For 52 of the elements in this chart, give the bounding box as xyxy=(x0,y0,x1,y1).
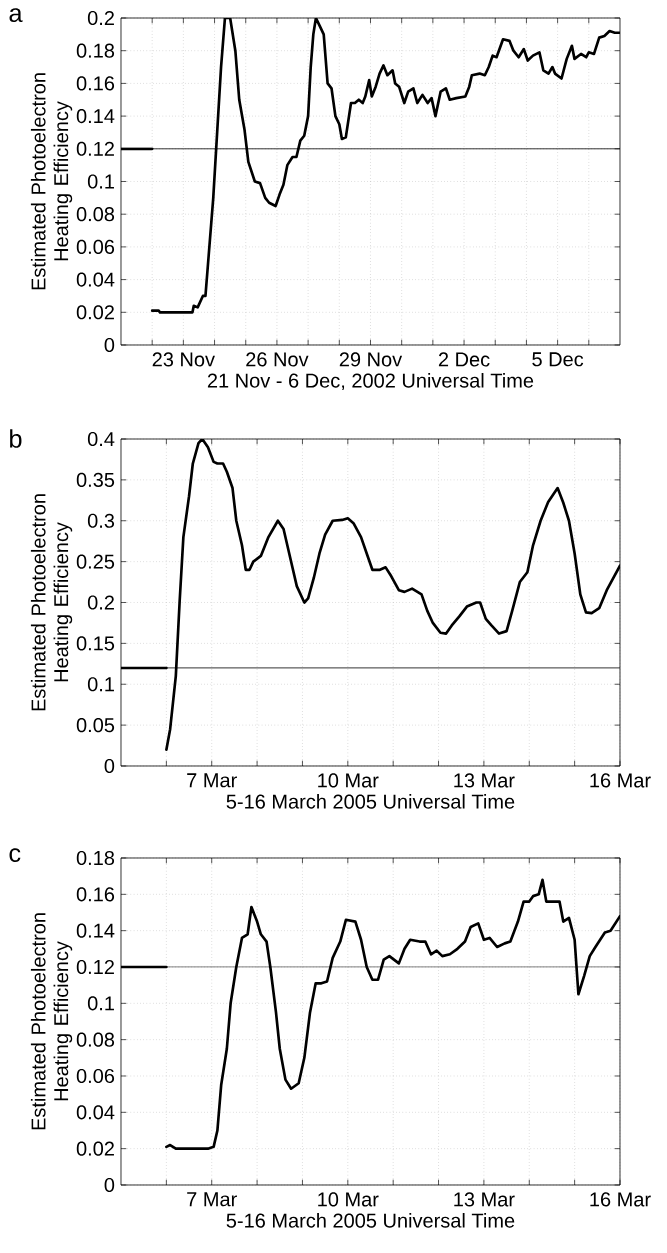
y-axis-title: Estimated Photoelectron Heating Efficiency xyxy=(30,73,73,290)
y-tick-label: 0.16 xyxy=(76,76,115,91)
x-axis-title: 5-16 March 2005 Universal Time xyxy=(226,794,515,809)
x-tick-label: 10 Mar xyxy=(318,1192,379,1207)
x-tick-label: 16 Mar xyxy=(590,773,651,788)
y-tick-label: 0.15 xyxy=(76,636,115,651)
y-tick-label: 0.06 xyxy=(76,239,115,254)
y-tick-label: 0.02 xyxy=(76,1141,114,1156)
y-tick-label: 0.12 xyxy=(76,141,114,156)
x-tick-label: 23 Nov xyxy=(152,352,215,367)
y-tick-label: 0.1 xyxy=(87,996,114,1011)
y-tick-label: 0.04 xyxy=(76,272,115,287)
x-tick-label: 2 Dec xyxy=(438,352,490,367)
x-tick-label: 5 Dec xyxy=(532,352,584,367)
y-tick-label: 0.12 xyxy=(76,959,114,975)
x-tick-label: 13 Mar xyxy=(454,1192,515,1207)
chart-title: b xyxy=(10,429,22,448)
y-tick-label: 0.06 xyxy=(76,1068,115,1084)
y-tick-label: 0.25 xyxy=(76,554,115,569)
y-tick-label: 0.3 xyxy=(87,513,115,528)
y-tick-label: 0.08 xyxy=(76,207,115,222)
y-tick-label: 0.08 xyxy=(76,1032,115,1047)
x-tick-label: 29 Nov xyxy=(339,352,403,367)
x-tick-label: 7 Mar xyxy=(187,1192,237,1207)
y-tick-label: 0.14 xyxy=(76,109,115,124)
y-axis-title: Estimated Photoelectron Heating Efficiency xyxy=(30,913,73,1130)
y-tick-label: 0 xyxy=(104,337,115,353)
x-tick-label: 10 Mar xyxy=(318,773,379,788)
x-tick-label: 26 Nov xyxy=(246,352,309,367)
x-tick-label: 16 Mar xyxy=(590,1192,651,1207)
y-tick-label: 0.18 xyxy=(76,850,115,866)
y-tick-label: 0.2 xyxy=(87,10,114,26)
y-tick-label: 0.18 xyxy=(76,43,115,58)
x-axis-title: 5-16 March 2005 Universal Time xyxy=(226,1213,515,1228)
y-axis-title: Estimated Photoelectron Heating Efficiency xyxy=(30,494,73,711)
x-tick-label: 7 Mar xyxy=(187,773,237,788)
y-tick-label: 0.14 xyxy=(76,923,115,938)
y-tick-label: 0.02 xyxy=(76,305,114,320)
y-tick-label: 0.16 xyxy=(76,887,115,902)
y-tick-label: 0.35 xyxy=(76,472,115,487)
y-tick-label: 0.04 xyxy=(76,1105,115,1120)
x-tick-label: 13 Mar xyxy=(454,773,515,788)
y-tick-label: 0.1 xyxy=(87,677,114,692)
chart-title: c xyxy=(9,848,21,863)
y-tick-label: 0.05 xyxy=(76,718,115,733)
y-tick-label: 0.2 xyxy=(87,595,114,610)
chart-title: a xyxy=(9,8,23,23)
y-tick-label: 0.1 xyxy=(87,174,114,189)
y-tick-label: 0.4 xyxy=(87,431,115,447)
y-tick-label: 0 xyxy=(104,758,115,774)
x-axis-title: 21 Nov - 6 Dec, 2002 Universal Time xyxy=(207,373,534,391)
y-tick-label: 0 xyxy=(104,1177,115,1193)
